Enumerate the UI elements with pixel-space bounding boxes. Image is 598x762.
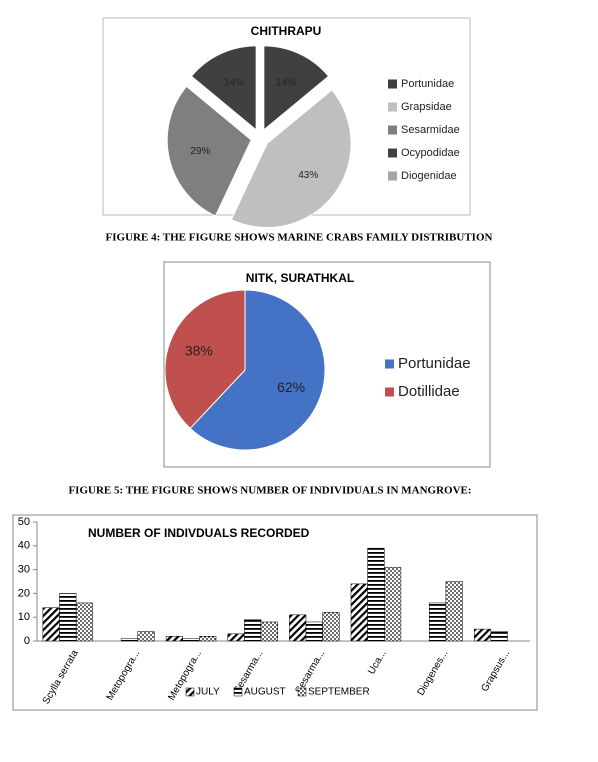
- bar: [42, 607, 60, 642]
- bar: [165, 635, 183, 642]
- bar: [350, 583, 368, 642]
- bar: [428, 602, 447, 642]
- legend-swatch: [388, 171, 397, 181]
- chart-title: CHITHRAPU: [251, 24, 322, 38]
- bar: [59, 593, 77, 642]
- bar: [182, 638, 200, 642]
- pie-slice: [190, 45, 257, 131]
- legend-label: Grapsidae: [401, 101, 452, 113]
- legend-label: Diogenidae: [401, 170, 457, 182]
- pie-slice: [263, 45, 330, 131]
- legend-label: Ocypodidae: [401, 147, 460, 159]
- figure-caption: FIGURE 4: THE FIGURE SHOWS MARINE CRABS …: [106, 232, 493, 244]
- y-tick-label: 0: [24, 635, 30, 647]
- data-label: 38%: [185, 342, 213, 358]
- bar: [137, 631, 155, 642]
- chart-title: NUMBER OF INDIVDUALS RECORDED: [88, 526, 310, 540]
- legend-label: AUGUST: [244, 687, 286, 698]
- legend-label: Dotillidae: [398, 383, 460, 400]
- bar: [384, 566, 402, 642]
- bar: [473, 628, 492, 642]
- y-tick-label: 40: [18, 540, 30, 552]
- bar: [75, 602, 94, 642]
- figure-caption: FIGURE 5: THE FIGURE SHOWS NUMBER OF IND…: [68, 485, 471, 497]
- y-tick-label: 30: [18, 564, 30, 576]
- legend-swatch: [233, 687, 243, 697]
- legend-label: SEPTEMBER: [308, 687, 370, 698]
- legend-swatch: [388, 79, 397, 89]
- legend-label: Portunidae: [398, 355, 471, 372]
- y-tick-label: 10: [18, 611, 30, 623]
- data-label: 43%: [298, 170, 318, 181]
- bar: [445, 581, 463, 642]
- legend-swatch: [385, 387, 394, 397]
- bar: [367, 547, 385, 642]
- data-label: 29%: [190, 146, 210, 157]
- data-label: 14%: [276, 77, 296, 88]
- bar: [120, 638, 139, 642]
- legend-swatch: [388, 148, 397, 158]
- legend-swatch: [385, 359, 394, 369]
- data-label: 14%: [224, 77, 244, 88]
- legend-swatch: [185, 687, 195, 697]
- pie-slice: [230, 89, 352, 229]
- legend-swatch: [388, 102, 397, 112]
- legend-label: JULY: [196, 687, 220, 698]
- data-label: 62%: [277, 379, 305, 395]
- legend-swatch: [388, 125, 397, 135]
- bar: [227, 633, 245, 642]
- pie-slice: [189, 289, 326, 451]
- pie-slice: [166, 85, 252, 217]
- legend-label: Sesarmidae: [401, 124, 460, 136]
- y-tick-label: 20: [18, 587, 30, 599]
- bar: [244, 619, 262, 642]
- bar: [289, 614, 307, 642]
- legend-swatch: [297, 687, 307, 697]
- bar: [260, 621, 278, 642]
- pie-slice: [164, 289, 246, 430]
- bar: [490, 631, 508, 642]
- bar: [199, 635, 217, 642]
- legend-label: Portunidae: [401, 78, 454, 90]
- chart-title: NITK, SURATHKAL: [246, 271, 354, 285]
- y-tick-label: 50: [18, 516, 30, 528]
- bar: [305, 621, 323, 642]
- bar: [322, 612, 340, 642]
